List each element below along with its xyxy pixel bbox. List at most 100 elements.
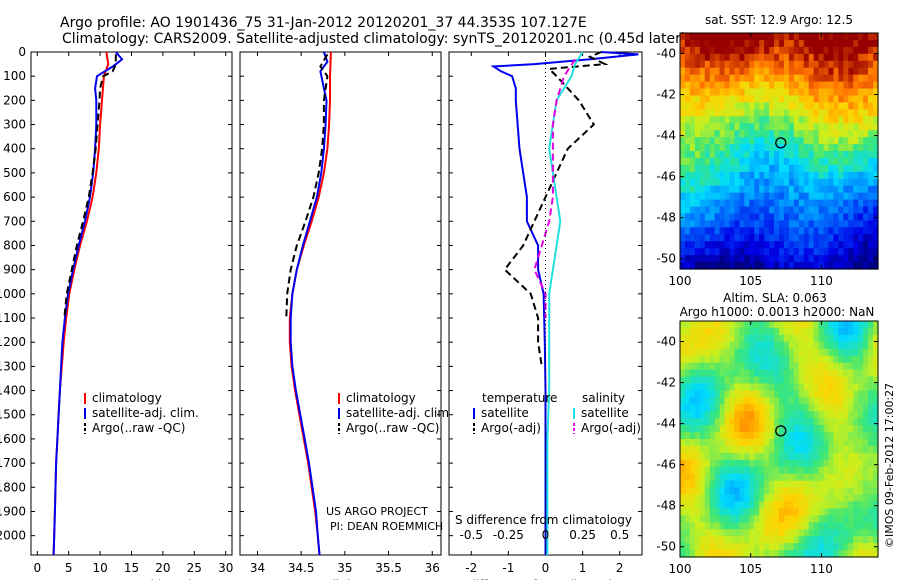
- sla_map-cell: [739, 383, 745, 392]
- sla_map-cell: [788, 355, 795, 364]
- sst_map-cell: [734, 123, 740, 131]
- sst_map-cell: [808, 123, 815, 131]
- sla_map-cell: [754, 418, 760, 426]
- sla_map-cell: [793, 452, 800, 461]
- sla_map-cell: [823, 459, 830, 468]
- sla_map-cell: [719, 411, 726, 419]
- sst_map-cell: [749, 178, 755, 187]
- sla_map-cell: [709, 432, 716, 440]
- sla_map-cell: [709, 459, 716, 468]
- sst_map-cell: [774, 46, 780, 55]
- sst_map-cell: [759, 192, 765, 201]
- sst_map-cell: [769, 206, 775, 215]
- sst_map-cell: [724, 60, 731, 69]
- sla_map-cell: [843, 341, 849, 350]
- sla_map-cell: [843, 522, 849, 530]
- sst_map-cell: [699, 144, 706, 152]
- sst_map-cell: [759, 234, 765, 242]
- sst_map-cell: [863, 123, 869, 131]
- sla_map-cell: [714, 397, 721, 405]
- sst_map-cell: [714, 102, 721, 110]
- sst_map-cell: [689, 144, 696, 152]
- sla_map-cell: [813, 321, 820, 329]
- sla_map-cell: [798, 473, 805, 482]
- sla_map-cell: [833, 522, 839, 530]
- sla_map-cell: [833, 369, 839, 378]
- sla_map-cell: [739, 550, 745, 558]
- sst_map-cell: [759, 227, 765, 235]
- sst_map-cell: [793, 241, 800, 249]
- sst_map-cell: [759, 74, 765, 83]
- sla_map-cell: [803, 327, 810, 336]
- sst_map-cell: [729, 199, 736, 208]
- sla_map-cell: [868, 494, 874, 503]
- sst_map-cell: [699, 109, 706, 117]
- sla_map-cell: [759, 515, 765, 523]
- sla_map-cell: [828, 383, 835, 392]
- sst_map-cell: [868, 213, 874, 222]
- sla_map-cell: [828, 418, 835, 426]
- sst_map-cell: [724, 248, 731, 256]
- sst_map-cell: [803, 102, 810, 110]
- sla_map-cell: [838, 459, 844, 468]
- sla_map-cell: [714, 362, 721, 371]
- sla_map-cell: [813, 494, 820, 503]
- sst_map-cell: [769, 192, 775, 201]
- sst_map-cell: [759, 39, 765, 48]
- sla_map-cell: [729, 369, 736, 378]
- sla_map-cell: [684, 376, 691, 385]
- sla_map-cell: [833, 390, 839, 398]
- sst_map-cell: [843, 171, 849, 180]
- sla_map-cell: [694, 543, 701, 551]
- sst_map-cell: [788, 109, 795, 117]
- sla_map-cell: [739, 355, 745, 364]
- sla_map-cell: [734, 432, 740, 440]
- sst_map-cell: [843, 255, 849, 263]
- sla_map-cell: [764, 480, 770, 489]
- sst_map-cell: [783, 60, 790, 69]
- sst_map-cell: [853, 39, 859, 48]
- sla_map-cell: [843, 445, 849, 454]
- sla_map-cell: [709, 536, 716, 544]
- sst_map-cell: [828, 213, 835, 222]
- sst_map-cell: [719, 88, 726, 97]
- sla_map-cell: [714, 536, 721, 544]
- sla_map-cell: [779, 515, 785, 523]
- sla_map-cell: [798, 390, 805, 398]
- sla_map-cell: [798, 348, 805, 357]
- sla_map-cell: [803, 473, 810, 482]
- sla_map-cell: [873, 439, 879, 447]
- sla_map-cell: [759, 355, 765, 364]
- sla_map-cell: [680, 411, 686, 419]
- sst_map-cell: [783, 171, 790, 180]
- sla_map-cell: [788, 508, 795, 516]
- sst_map-cell: [808, 151, 815, 159]
- temperature-xtick-label: 10: [92, 561, 107, 575]
- sst_map-cell: [868, 46, 874, 55]
- sla_map-cell: [684, 383, 691, 392]
- sst_map-cell: [843, 199, 849, 208]
- sst_map-cell: [858, 67, 864, 76]
- sla_map-cell: [699, 432, 706, 440]
- sst_map-cell: [764, 123, 770, 131]
- sst_map-cell: [833, 262, 839, 270]
- sla_map-cell: [719, 543, 726, 551]
- sla_map-cell: [813, 501, 820, 510]
- sst_map-cell: [868, 137, 874, 145]
- sla_map-ytick-label: -44: [656, 417, 676, 431]
- sst_map-cell: [689, 234, 696, 242]
- sst_map-cell: [843, 109, 849, 117]
- sst_map-cell: [774, 185, 780, 194]
- sst_map-cell: [749, 234, 755, 242]
- sst_map-cell: [734, 88, 740, 97]
- sst_map-cell: [783, 227, 790, 235]
- sst_map-cell: [774, 227, 780, 235]
- sst_map-cell: [779, 262, 785, 270]
- sst_map-cell: [868, 67, 874, 76]
- sla_map-cell: [734, 355, 740, 364]
- sla_map-cell: [769, 341, 775, 350]
- sla_map-cell: [719, 369, 726, 378]
- sla_map-cell: [729, 418, 736, 426]
- sla_map-cell: [788, 522, 795, 530]
- sst_map-cell: [709, 262, 716, 270]
